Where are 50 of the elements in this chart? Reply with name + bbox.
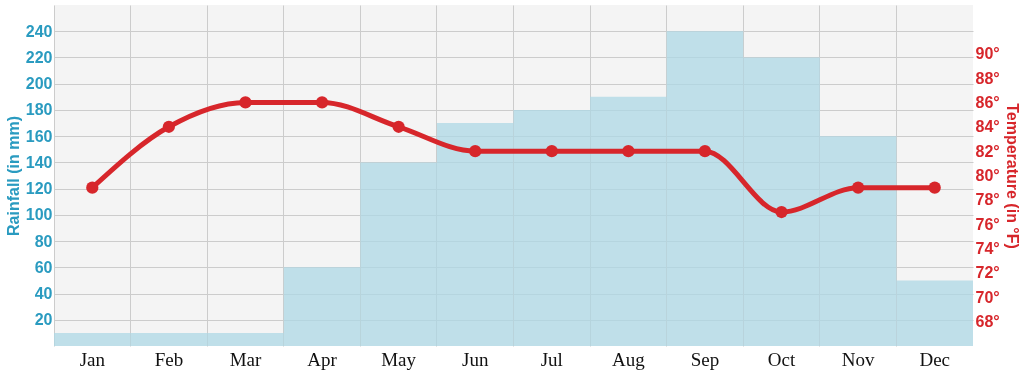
y-axis-title: Rainfall (in mm) xyxy=(4,115,22,237)
x-tick-label: Oct xyxy=(767,348,796,370)
point xyxy=(86,181,99,194)
y2-tick-label: 76° xyxy=(975,215,1000,233)
y2-tick-label: 88° xyxy=(975,69,1000,87)
point xyxy=(622,145,635,158)
y2-tick-label: 80° xyxy=(975,167,1000,184)
y2-tick-label: 74° xyxy=(975,240,1000,258)
y2-tick-label: 68° xyxy=(975,313,1000,331)
y2-tick-label: 86° xyxy=(975,93,1000,111)
x-tick-label: Mar xyxy=(229,348,262,370)
y-tick-label: 80 xyxy=(34,232,53,250)
y-tick-label: 240 xyxy=(25,22,53,40)
y2-tick-label: 90° xyxy=(975,45,1000,63)
x-tick-label: Apr xyxy=(307,348,338,370)
x-tick-label: Nov xyxy=(841,348,875,370)
y2-axis-title: Temperature (in °F) xyxy=(1003,103,1021,249)
x-tick-label: Jun xyxy=(462,348,489,370)
x-tick-label: Jan xyxy=(79,348,106,370)
point xyxy=(852,181,865,194)
y-tick-label: 40 xyxy=(34,285,53,303)
y-tick-label: 200 xyxy=(25,75,53,93)
y-tick-label: 20 xyxy=(34,311,53,329)
y-tick-label: 120 xyxy=(25,180,53,198)
point xyxy=(392,120,405,133)
point xyxy=(315,96,329,109)
y2-tick-label: 78° xyxy=(975,191,1000,209)
x-tick-label: Feb xyxy=(154,348,184,370)
point xyxy=(928,181,941,194)
point xyxy=(162,120,175,133)
x-tick-label: May xyxy=(381,348,417,370)
y2-tick-label: 70° xyxy=(975,288,1000,306)
x-tick-label: Aug xyxy=(612,348,646,370)
y-tick-label: 60 xyxy=(34,258,53,276)
y-tick-label: 220 xyxy=(25,48,53,66)
y-tick-label: 160 xyxy=(25,127,53,145)
x-tick-label: Jul xyxy=(540,348,563,370)
point xyxy=(775,205,788,219)
y-tick-label: 180 xyxy=(25,101,53,119)
y2-tick-label: 82° xyxy=(975,142,1000,160)
x-tick-label: Sep xyxy=(690,348,720,370)
y-tick-label: 140 xyxy=(25,153,53,171)
x-tick-label: Dec xyxy=(919,348,951,370)
point xyxy=(239,96,252,109)
point xyxy=(469,145,482,158)
y-tick-label: 100 xyxy=(25,206,53,224)
y2-tick-label: 72° xyxy=(975,264,1000,282)
point xyxy=(698,145,712,158)
point xyxy=(545,145,558,158)
y2-tick-label: 84° xyxy=(975,118,1000,136)
